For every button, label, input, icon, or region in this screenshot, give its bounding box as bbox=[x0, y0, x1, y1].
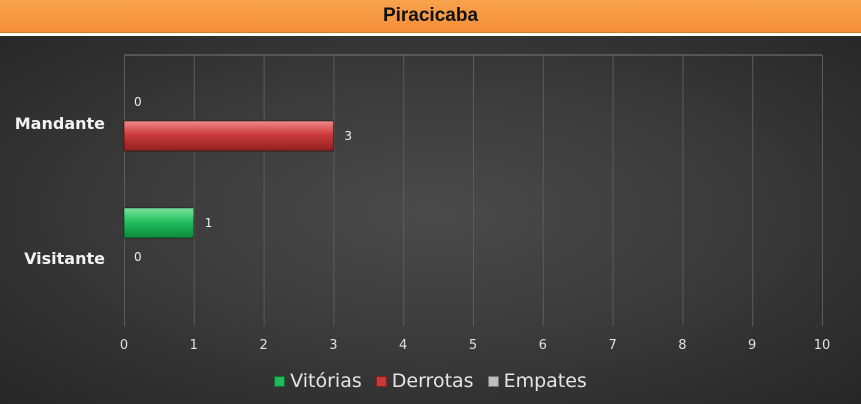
x-tick-label: 8 bbox=[678, 338, 686, 353]
x-tick-label: 5 bbox=[469, 338, 477, 353]
bar-derrotas bbox=[123, 120, 334, 152]
data-label-vitorias: 1 bbox=[205, 216, 213, 230]
legend-swatch-derrotas bbox=[375, 375, 387, 387]
legend-item-empates: Empates bbox=[487, 370, 587, 392]
legend: Vitórias Derrotas Empates bbox=[0, 366, 861, 396]
data-label-derrotas: 0 bbox=[134, 250, 142, 264]
legend-item-derrotas: Derrotas bbox=[375, 370, 474, 392]
legend-swatch-empates bbox=[487, 375, 499, 387]
x-tick-label: 10 bbox=[814, 338, 831, 353]
data-label-vitorias: 0 bbox=[134, 95, 142, 109]
legend-label-vitorias: Vitórias bbox=[290, 370, 362, 392]
x-tick-label: 3 bbox=[329, 338, 337, 353]
x-tick-label: 2 bbox=[259, 338, 267, 353]
x-tick-label: 4 bbox=[399, 338, 407, 353]
x-tick-label: 0 bbox=[120, 338, 128, 353]
title-divider bbox=[0, 33, 861, 36]
bar-vitorias bbox=[123, 207, 195, 239]
legend-swatch-vitorias bbox=[274, 375, 286, 387]
chart-title: Piracicaba bbox=[382, 5, 479, 26]
x-tick-label: 9 bbox=[748, 338, 756, 353]
chart-area: 0 1 2 3 4 5 6 7 8 9 10 Mandante 0 3 Visitante 1 0 bbox=[0, 36, 861, 404]
legend-item-vitorias: Vitórias bbox=[274, 370, 362, 392]
x-tick-label: 1 bbox=[190, 338, 198, 353]
x-tick-label: 6 bbox=[539, 338, 547, 353]
category-label: Visitante bbox=[24, 249, 105, 268]
legend-label-empates: Empates bbox=[503, 370, 587, 392]
category-label: Mandante bbox=[15, 114, 105, 133]
title-bar: Piracicaba bbox=[0, 0, 861, 33]
legend-label-derrotas: Derrotas bbox=[391, 370, 474, 392]
data-label-derrotas: 3 bbox=[344, 129, 352, 143]
x-tick-label: 7 bbox=[608, 338, 616, 353]
